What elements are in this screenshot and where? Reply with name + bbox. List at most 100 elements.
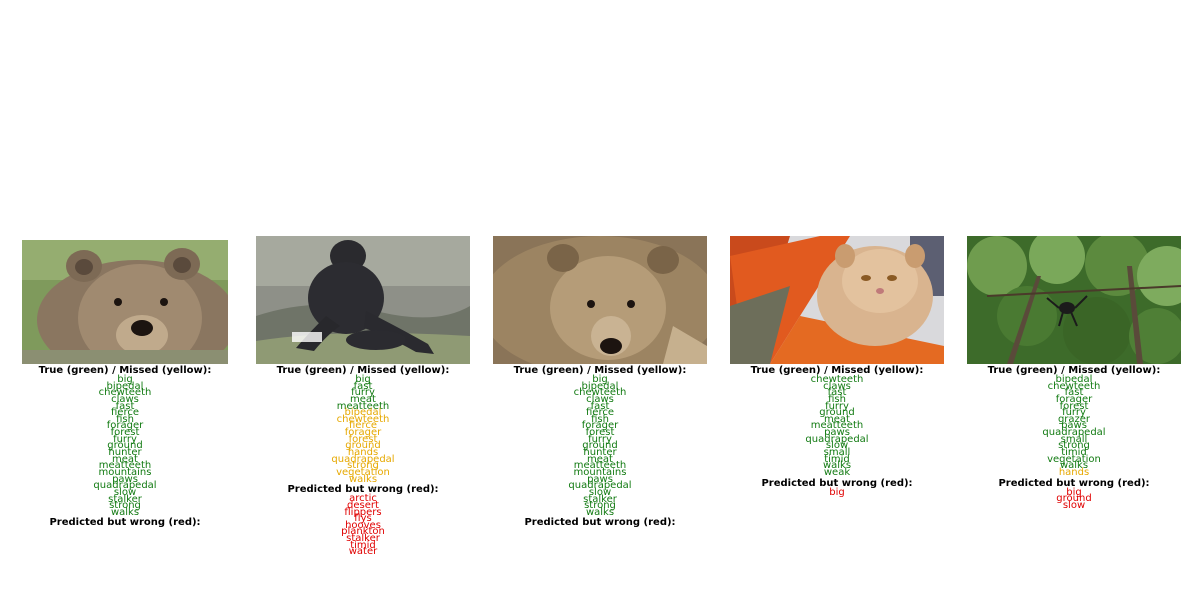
attr-list-true: big bipedal chewteeth claws fast fierce … xyxy=(493,374,707,518)
attr-true: grazer xyxy=(1057,413,1091,425)
attr-true: meatteeth xyxy=(98,460,152,472)
attr-list-true: chewteeth claws fast fish furry ground m… xyxy=(730,375,944,478)
persian-cat-image xyxy=(730,236,944,364)
attr-true: forest xyxy=(1059,400,1089,412)
attr-true: paws xyxy=(824,427,850,439)
attr-true: fish xyxy=(116,413,134,425)
attr-true: ground xyxy=(819,407,855,419)
attr-true: hunter xyxy=(583,447,617,459)
attr-true: meat xyxy=(350,393,376,405)
attr-missed: bipedal xyxy=(344,407,382,419)
true-missed-header: True (green) / Missed (yellow): xyxy=(750,365,924,376)
spider-monkey-image xyxy=(967,236,1181,364)
attr-wrong: water xyxy=(348,546,378,558)
attr-true: slow xyxy=(825,440,849,452)
attr-true: small xyxy=(1060,433,1088,445)
labels-panel-4: True (green) / Missed (yellow): chewteet… xyxy=(730,364,944,498)
attr-true: claws xyxy=(823,380,851,392)
attr-true: fast xyxy=(115,400,135,412)
attr-true: slow xyxy=(588,486,612,498)
attr-wrong: desert xyxy=(347,499,379,511)
attr-true: claws xyxy=(111,393,139,405)
attr-true: stalker xyxy=(583,493,617,505)
photo-brown-bear xyxy=(22,240,228,364)
attr-true: chewteeth xyxy=(1047,380,1101,392)
attr-true: fast xyxy=(827,387,847,399)
attr-true: bipedal xyxy=(581,380,619,392)
labels-panel-2: True (green) / Missed (yellow): big fast… xyxy=(256,364,470,558)
attr-true: meat xyxy=(824,413,850,425)
attr-true: meatteeth xyxy=(573,460,627,472)
attr-missed: vegetation xyxy=(336,466,390,478)
attr-list-missed: bipedal chewteeth fierce forager forest … xyxy=(256,407,470,485)
attr-true: ground xyxy=(582,440,618,452)
attr-true: forest xyxy=(110,427,140,439)
attr-true: weak xyxy=(823,466,851,478)
photo-brown-bear-2 xyxy=(493,236,707,364)
panel-4: True (green) / Missed (yellow): chewteet… xyxy=(730,236,944,498)
attr-true: stalker xyxy=(108,493,142,505)
attr-true: strong xyxy=(109,500,141,512)
attr-true: big xyxy=(355,374,371,385)
attr-true: claws xyxy=(586,393,614,405)
attr-true: vegetation xyxy=(1047,453,1101,465)
attr-true: paws xyxy=(1061,420,1087,432)
attr-true: bipedal xyxy=(106,380,144,392)
attr-true: strong xyxy=(1058,440,1090,452)
panel-3: True (green) / Missed (yellow): big bipe… xyxy=(493,236,707,529)
attr-missed: ground xyxy=(345,440,381,452)
attr-missed: walks xyxy=(348,473,378,485)
attr-true: meatteeth xyxy=(810,420,864,432)
attr-true: fish xyxy=(828,393,846,405)
attr-missed: quadrapedal xyxy=(331,453,395,465)
attr-true: fierce xyxy=(586,407,614,419)
attr-true: paws xyxy=(587,473,613,485)
true-missed-header: True (green) / Missed (yellow): xyxy=(987,365,1161,376)
attr-missed: hands xyxy=(347,447,379,459)
attr-missed: strong xyxy=(347,460,379,472)
attr-true: bipedal xyxy=(1055,374,1093,385)
attr-true: quadrapedal xyxy=(568,480,632,492)
attr-list-missed: hands xyxy=(967,466,1181,478)
attr-missed: hands xyxy=(1058,466,1090,478)
attr-true: chewteeth xyxy=(98,387,152,399)
attr-true: forager xyxy=(1055,393,1093,405)
attr-true: furry xyxy=(351,387,375,399)
attr-true: forager xyxy=(106,420,144,432)
attr-missed: forager xyxy=(344,427,382,439)
attr-wrong: ground xyxy=(1056,493,1092,505)
attr-true: mountains xyxy=(98,466,152,478)
true-missed-header: True (green) / Missed (yellow): xyxy=(513,365,687,376)
labels-panel-5: True (green) / Missed (yellow): bipedal … xyxy=(967,364,1181,510)
attr-wrong: timid xyxy=(350,539,376,551)
panel-5: True (green) / Missed (yellow): bipedal … xyxy=(967,236,1181,510)
attr-list-wrong: arctic desert flippers flys hooves plank… xyxy=(256,494,470,558)
attr-true: furry xyxy=(1062,407,1086,419)
attr-true: paws xyxy=(112,473,138,485)
attr-true: fast xyxy=(1064,387,1084,399)
attr-missed: fierce xyxy=(349,420,377,432)
attr-true: forest xyxy=(585,427,615,439)
attr-true: walks xyxy=(585,506,615,518)
attr-true: mountains xyxy=(573,466,627,478)
attr-true: meat xyxy=(587,453,613,465)
attr-wrong: stalker xyxy=(346,533,380,545)
attr-true: walks xyxy=(1059,460,1089,472)
attr-true: meat xyxy=(112,453,138,465)
photo-persian-cat xyxy=(730,236,944,364)
brown-bear-image xyxy=(22,240,228,364)
attr-true: fierce xyxy=(111,407,139,419)
attr-list-true: bipedal chewteeth fast forager forest fu… xyxy=(967,374,1181,472)
attr-true: slow xyxy=(113,486,137,498)
attr-wrong: big xyxy=(1066,486,1082,498)
attr-true: big xyxy=(592,374,608,385)
predicted-wrong-header: Predicted but wrong (red): xyxy=(998,477,1150,489)
attr-true: furry xyxy=(588,433,612,445)
attr-wrong: big xyxy=(829,486,845,498)
gorilla-image xyxy=(256,236,470,364)
attr-true: meatteeth xyxy=(336,400,390,412)
attr-missed: forest xyxy=(348,433,378,445)
labels-panel-1: True (green) / Missed (yellow): big bipe… xyxy=(22,364,228,529)
attr-true: fish xyxy=(591,413,609,425)
panel-2: True (green) / Missed (yellow): big fast… xyxy=(256,236,470,558)
